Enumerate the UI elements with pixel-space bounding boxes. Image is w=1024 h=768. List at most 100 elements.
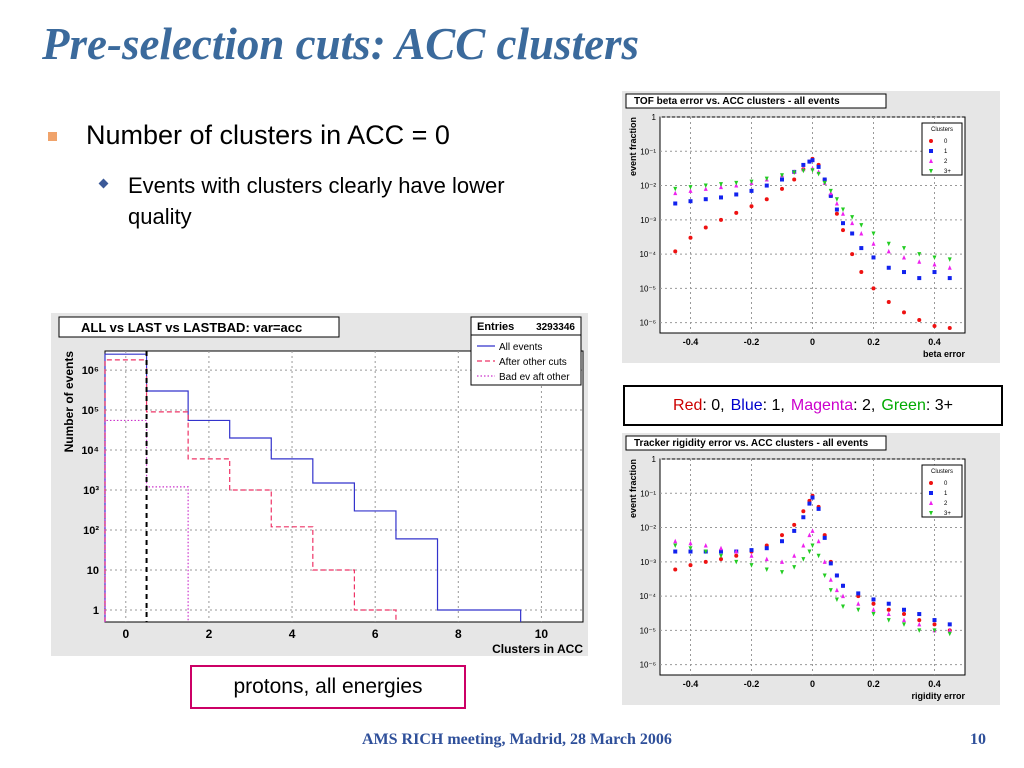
y-tick-label: 10⁻⁶ [640, 319, 656, 328]
data-point [734, 549, 739, 554]
x-tick-label: 0.2 [867, 337, 880, 347]
data-point [764, 197, 769, 202]
tracker-rigidity-error-chart: -0.4 -0.2 0 0.2 0.4 10⁻⁶ 10⁻⁵ 10⁻⁴ 10⁻³ 10⁻² 10⁻¹ 1… [625, 435, 966, 701]
data-point [947, 265, 952, 270]
data-point [828, 588, 833, 593]
data-point [917, 276, 922, 281]
histogram-chart: 0 2 4 6 8 10 1 10 10² 10³ 10⁴ 10⁵ 10⁶ ALL vs LAST vs … [58, 316, 584, 656]
data-point [859, 246, 864, 251]
square-bullet-icon [48, 132, 57, 141]
data-point [719, 553, 723, 559]
data-point [850, 231, 855, 236]
data-point [816, 164, 821, 169]
data-point [764, 556, 769, 562]
data-point [792, 177, 797, 182]
data-point [871, 612, 876, 617]
chart-title: Tracker rigidity error vs. ACC clusters … [634, 438, 869, 449]
color-legend: Red: 0, Blue: 1, Magenta: 2, Green: 3+ [623, 385, 1003, 426]
data-point [841, 211, 845, 216]
data-point [886, 611, 891, 617]
data-point [822, 180, 827, 186]
data-point [749, 548, 754, 553]
data-point [902, 254, 906, 260]
x-tick-label: -0.4 [683, 337, 699, 347]
y-tick-label: 10 [87, 565, 99, 577]
color-legend-item: Blue: 1, [730, 396, 785, 414]
data-point [822, 177, 827, 182]
data-point [673, 549, 678, 554]
y-axis-label: event fraction [628, 117, 638, 176]
data-point [792, 522, 797, 527]
data-point [807, 501, 812, 506]
x-tick-label: 0.4 [928, 337, 941, 347]
data-point [871, 286, 876, 291]
data-point [719, 217, 723, 222]
y-tick-label: 10⁻¹ [640, 147, 656, 156]
data-point [932, 622, 937, 627]
histogram-panel: 0 2 4 6 8 10 1 10 10² 10³ 10⁴ 10⁵ 10⁶ ALL vs LAST vs … [51, 313, 588, 656]
data-point [749, 553, 754, 558]
data-point [841, 593, 845, 599]
data-point [780, 186, 784, 191]
data-point [792, 565, 797, 570]
legend-marker [929, 139, 933, 143]
data-point [871, 231, 876, 236]
legend-label: 2 [944, 159, 948, 165]
data-point [841, 207, 845, 213]
data-point [932, 270, 937, 275]
data-point [810, 528, 815, 533]
data-point [801, 557, 806, 562]
x-tick-label: 0 [122, 627, 129, 641]
x-tick-label: 0 [810, 337, 815, 347]
legend-label: 3+ [944, 169, 951, 175]
legend-title: Clusters [931, 469, 953, 475]
data-point [780, 177, 784, 182]
data-point [719, 182, 723, 187]
data-point [810, 158, 815, 163]
data-point [688, 540, 693, 546]
data-point [801, 515, 806, 520]
data-point [902, 607, 906, 612]
data-point [834, 573, 839, 578]
data-point [886, 265, 891, 270]
legend-label: 1 [944, 149, 948, 155]
y-tick-label: 10⁻⁶ [640, 661, 656, 670]
data-point [780, 173, 784, 178]
legend-title: Clusters [931, 127, 953, 133]
legend-marker [929, 169, 933, 174]
histogram-series-line [104, 353, 522, 622]
data-point [886, 601, 891, 606]
data-point [734, 210, 739, 215]
x-tick-label: 2 [206, 627, 213, 641]
y-tick-label: 10⁻⁵ [640, 284, 656, 293]
sub-bullet-text: Events with clusters clearly have lower … [128, 173, 505, 229]
data-point [828, 193, 833, 198]
color-legend-item: Magenta: 2, [790, 396, 876, 414]
data-point [871, 597, 876, 602]
data-point [850, 220, 855, 226]
y-axis-label: event fraction [628, 459, 638, 518]
data-point [807, 159, 812, 164]
data-point [917, 317, 922, 322]
data-point [859, 270, 864, 275]
data-point [856, 601, 861, 606]
data-point [780, 539, 784, 544]
data-point [801, 162, 806, 167]
legend-marker [929, 158, 933, 163]
data-point [749, 179, 754, 185]
data-point [841, 221, 845, 226]
data-point [792, 553, 797, 558]
data-point [816, 506, 821, 511]
y-tick-label: 1 [652, 113, 657, 122]
legend-label: After other cuts [499, 357, 567, 368]
x-tick-label: 0.2 [867, 679, 880, 689]
y-tick-label: 10⁻⁴ [639, 592, 656, 601]
data-point [841, 228, 845, 233]
data-point [834, 200, 839, 206]
x-tick-label: -0.2 [744, 337, 760, 347]
data-point [673, 567, 678, 572]
data-point [749, 188, 754, 193]
y-tick-label: 10⁻³ [640, 558, 656, 567]
y-tick-label: 10⁻⁵ [640, 626, 656, 635]
data-point [719, 557, 723, 562]
